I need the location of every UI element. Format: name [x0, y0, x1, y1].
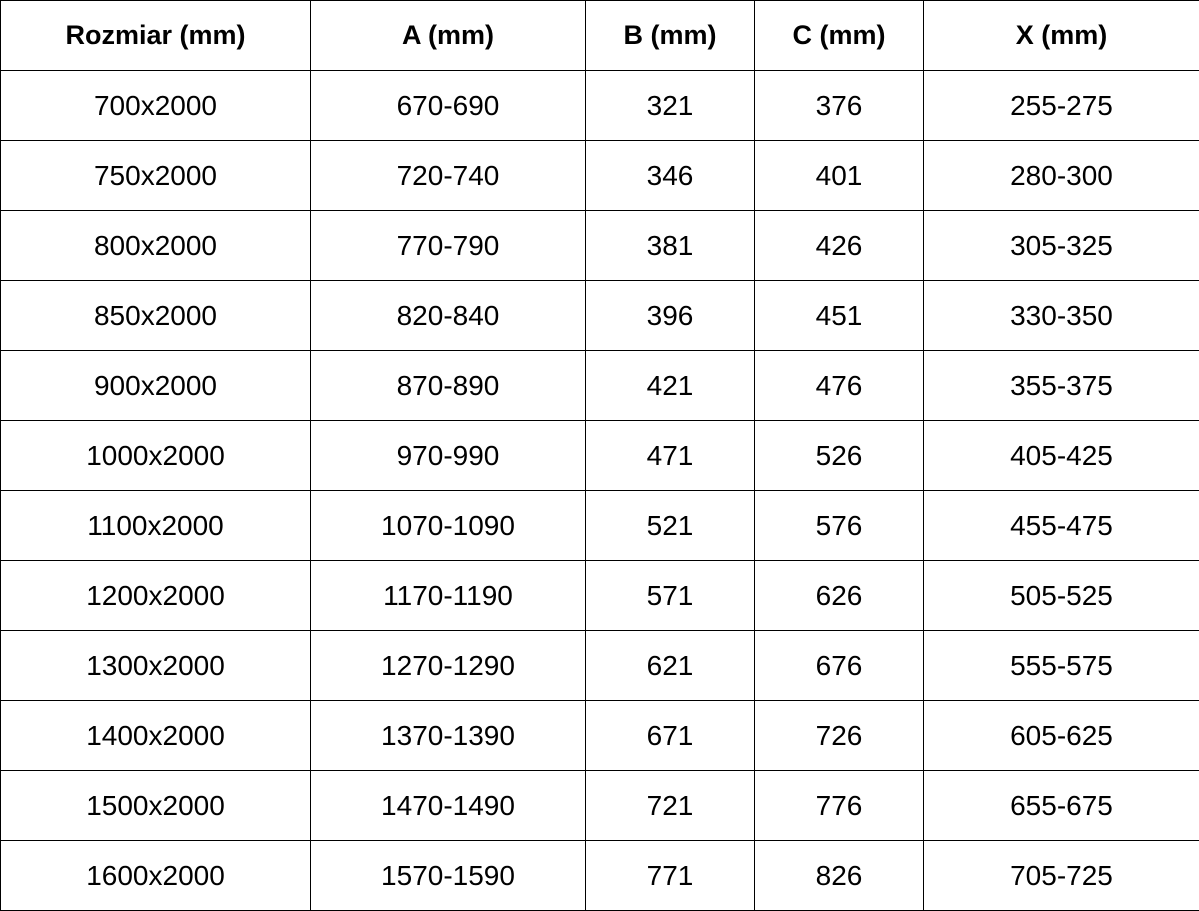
table-row: 1500x2000 1470-1490 721 776 655-675: [0, 770, 1199, 841]
column-header: C (mm): [754, 0, 924, 71]
table-row: 850x2000 820-840 396 451 330-350: [0, 280, 1199, 351]
table-cell: 850x2000: [0, 280, 311, 351]
table-cell: 1200x2000: [0, 560, 311, 631]
table-row: 900x2000 870-890 421 476 355-375: [0, 350, 1199, 421]
table-cell: 255-275: [923, 70, 1199, 141]
table-row: 800x2000 770-790 381 426 305-325: [0, 210, 1199, 281]
table-cell: 726: [754, 700, 924, 771]
table-cell: 346: [585, 140, 755, 211]
table-cell: 1400x2000: [0, 700, 311, 771]
table-cell: 571: [585, 560, 755, 631]
table-cell: 330-350: [923, 280, 1199, 351]
table-cell: 1170-1190: [310, 560, 586, 631]
table-row: 1000x2000 970-990 471 526 405-425: [0, 420, 1199, 491]
table-row: 750x2000 720-740 346 401 280-300: [0, 140, 1199, 211]
table-cell: 1070-1090: [310, 490, 586, 561]
table-cell: 1300x2000: [0, 630, 311, 701]
table-cell: 451: [754, 280, 924, 351]
table-cell: 1370-1390: [310, 700, 586, 771]
table-cell: 421: [585, 350, 755, 421]
table-cell: 776: [754, 770, 924, 841]
table-cell: 305-325: [923, 210, 1199, 281]
table-cell: 970-990: [310, 420, 586, 491]
table-cell: 605-625: [923, 700, 1199, 771]
table-cell: 770-790: [310, 210, 586, 281]
table-cell: 381: [585, 210, 755, 281]
table-cell: 870-890: [310, 350, 586, 421]
table-row: 1300x2000 1270-1290 621 676 555-575: [0, 630, 1199, 701]
table-cell: 1000x2000: [0, 420, 311, 491]
table-cell: 826: [754, 840, 924, 911]
table-cell: 1270-1290: [310, 630, 586, 701]
table-cell: 721: [585, 770, 755, 841]
table-cell: 426: [754, 210, 924, 281]
table-cell: 280-300: [923, 140, 1199, 211]
table-row: 1200x2000 1170-1190 571 626 505-525: [0, 560, 1199, 631]
table-cell: 1470-1490: [310, 770, 586, 841]
table-cell: 720-740: [310, 140, 586, 211]
table-cell: 321: [585, 70, 755, 141]
column-header: X (mm): [923, 0, 1199, 71]
table-cell: 401: [754, 140, 924, 211]
table-cell: 670-690: [310, 70, 586, 141]
table-cell: 700x2000: [0, 70, 311, 141]
column-header: B (mm): [585, 0, 755, 71]
table-cell: 526: [754, 420, 924, 491]
table-cell: 900x2000: [0, 350, 311, 421]
table-cell: 1570-1590: [310, 840, 586, 911]
table-cell: 771: [585, 840, 755, 911]
table-row: 700x2000 670-690 321 376 255-275: [0, 70, 1199, 141]
table-cell: 576: [754, 490, 924, 561]
column-header: A (mm): [310, 0, 586, 71]
table-cell: 555-575: [923, 630, 1199, 701]
table-cell: 655-675: [923, 770, 1199, 841]
table-cell: 455-475: [923, 490, 1199, 561]
table-cell: 671: [585, 700, 755, 771]
table-row: 1600x2000 1570-1590 771 826 705-725: [0, 840, 1199, 911]
column-header: Rozmiar (mm): [0, 0, 311, 71]
table-cell: 750x2000: [0, 140, 311, 211]
table-cell: 626: [754, 560, 924, 631]
table-cell: 505-525: [923, 560, 1199, 631]
table-cell: 1600x2000: [0, 840, 311, 911]
table-cell: 800x2000: [0, 210, 311, 281]
table-cell: 476: [754, 350, 924, 421]
table-cell: 705-725: [923, 840, 1199, 911]
table-cell: 396: [585, 280, 755, 351]
table-cell: 405-425: [923, 420, 1199, 491]
table-cell: 521: [585, 490, 755, 561]
table-row: 1100x2000 1070-1090 521 576 455-475: [0, 490, 1199, 561]
table-cell: 1100x2000: [0, 490, 311, 561]
table-cell: 355-375: [923, 350, 1199, 421]
table-row: 1400x2000 1370-1390 671 726 605-625: [0, 700, 1199, 771]
table-cell: 621: [585, 630, 755, 701]
table-cell: 676: [754, 630, 924, 701]
header-row: Rozmiar (mm) A (mm) B (mm) C (mm) X (mm): [0, 0, 1199, 71]
table-cell: 820-840: [310, 280, 586, 351]
table-cell: 471: [585, 420, 755, 491]
table-cell: 1500x2000: [0, 770, 311, 841]
table-cell: 376: [754, 70, 924, 141]
